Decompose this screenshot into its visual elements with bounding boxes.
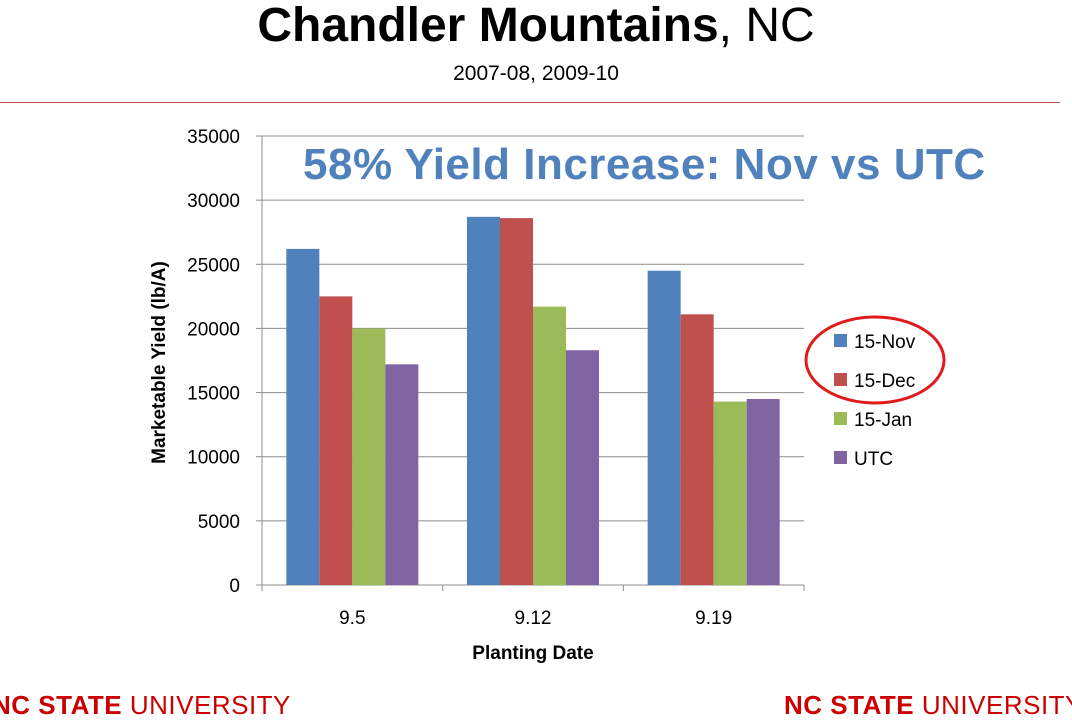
y-axis-title: Marketable Yield (lb/A) [149,261,170,464]
legend-highlight-circle [804,315,946,405]
y-tick-label: 35000 [187,127,240,148]
y-tick-label: 0 [229,576,240,597]
bar [352,328,386,585]
y-tick-label: 5000 [198,512,240,533]
x-tick-label: 9.5 [339,608,365,629]
x-tick-label: 9.19 [695,608,732,629]
slide-title: Chandler Mountains, NC [0,0,1072,54]
footer-left-bold: NC STATE [0,690,123,720]
slide-subtitle: 2007-08, 2009-10 [453,62,619,85]
bar [647,270,681,585]
bar [467,216,500,585]
bar [713,401,747,585]
bar [286,248,320,586]
y-tick-label: 20000 [187,319,240,340]
footer-logo-left: NC STATE UNIVERSITY [0,690,291,721]
title-divider [0,102,1060,103]
slide-title-rest: , NC [718,0,815,52]
legend-label: 15-Nov [854,332,916,353]
y-tick-label: 30000 [187,191,240,212]
footer-right-bold: NC STATE [784,690,915,720]
legend-label: UTC [854,449,893,470]
bar [385,364,419,585]
legend-label: 15-Dec [854,371,915,392]
legend-swatch [834,451,847,464]
slide-title-bold: Chandler Mountains [257,0,719,52]
yield-callout: 58% Yield Increase: Nov vs UTC [303,140,986,189]
bar [746,398,780,585]
x-axis-title: Planting Date [472,643,593,664]
footer-logo-right: NC STATE UNIVERSITY [784,690,1072,721]
y-tick-label: 10000 [187,448,240,469]
y-tick-label: 25000 [187,255,240,276]
y-tick-label: 15000 [187,384,240,405]
x-tick-label: 9.12 [515,608,552,629]
legend-label: 15-Jan [854,410,912,431]
footer-left-rest: UNIVERSITY [122,690,291,720]
bar [319,296,353,585]
legend-swatch [834,334,847,347]
bar [680,314,714,585]
bar [533,306,566,585]
bar [500,218,533,586]
legend-swatch [834,412,847,425]
legend-swatch [834,373,847,386]
footer-right-rest: UNIVERSITY [914,690,1072,720]
bar [566,350,599,585]
